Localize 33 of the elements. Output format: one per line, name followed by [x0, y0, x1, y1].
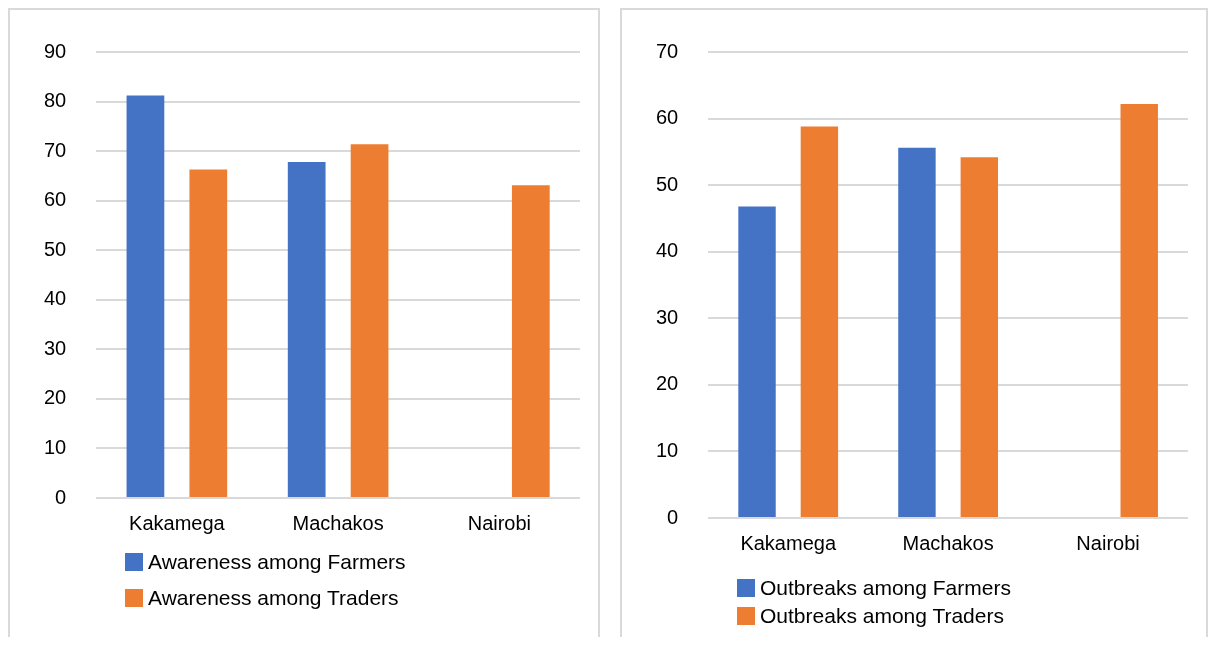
- y-tick-label: 70: [44, 138, 67, 161]
- y-tick-label: 60: [656, 106, 679, 129]
- y-tick-label: 50: [44, 237, 67, 260]
- y-tick-label: 80: [44, 89, 67, 112]
- bar: [126, 95, 165, 497]
- y-tick-label: 60: [44, 188, 67, 211]
- x-tick-label: Kakamega: [129, 511, 226, 534]
- bar: [287, 162, 326, 497]
- x-tick-label: Machakos: [902, 531, 994, 554]
- y-tick-label: 40: [656, 239, 679, 262]
- y-tick-label: 20: [44, 386, 67, 409]
- y-tick-label: 30: [44, 336, 67, 359]
- y-tick-label: 90: [44, 39, 67, 62]
- x-tick-label: Kakamega: [740, 531, 837, 554]
- y-tick-label: 30: [656, 305, 679, 328]
- bar: [511, 185, 550, 497]
- y-tick-label: 10: [656, 438, 679, 461]
- bar: [350, 144, 389, 497]
- legend-label: Outbreaks among Traders: [760, 604, 1004, 628]
- legend-label: Awareness among Traders: [148, 586, 399, 610]
- legend-label: Outbreaks among Farmers: [760, 576, 1011, 600]
- x-tick-label: Nairobi: [467, 511, 532, 534]
- legend-label: Awareness among Farmers: [148, 550, 406, 574]
- y-tick-label: 10: [44, 435, 67, 458]
- y-tick-label: 70: [656, 39, 679, 62]
- y-tick-label: 20: [656, 372, 679, 395]
- y-tick-label: 0: [55, 485, 67, 508]
- y-tick-label: 50: [656, 172, 679, 195]
- y-tick-label: 0: [667, 505, 679, 528]
- y-tick-label: 40: [44, 287, 67, 310]
- bar: [189, 169, 228, 497]
- x-tick-label: Nairobi: [1076, 531, 1140, 554]
- x-tick-label: Machakos: [292, 511, 384, 534]
